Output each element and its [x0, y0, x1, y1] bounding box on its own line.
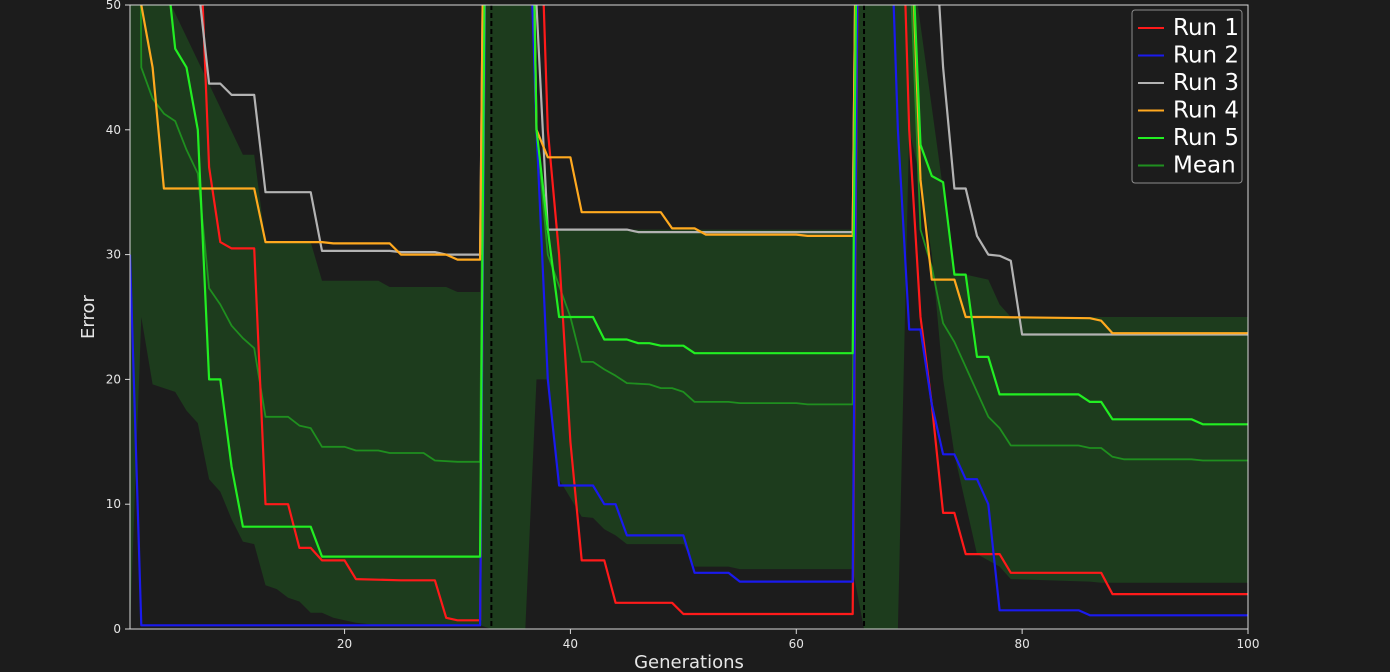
legend-label: Run 4 [1173, 98, 1239, 124]
y-tick-label: 0 [113, 622, 121, 636]
x-tick-label: 100 [1237, 637, 1260, 651]
phase-boundaries [490, 5, 866, 629]
series-line-mean [139, 5, 1248, 463]
axes: 20 40 60 80 100 0 10 20 30 40 50 [106, 0, 1260, 651]
legend-label: Run 5 [1173, 125, 1239, 151]
series-line-run-5 [169, 5, 1248, 558]
legend-box [1131, 9, 1243, 184]
y-tick-label: 50 [106, 0, 121, 12]
legend-label: Run 3 [1173, 70, 1239, 96]
x-tick-label: 80 [1015, 637, 1030, 651]
legend-label: Mean [1173, 153, 1236, 179]
series-line-run-4 [140, 5, 1248, 335]
x-axis-label: Generations [634, 652, 744, 672]
series-lines [130, 5, 1248, 627]
x-tick-label: 60 [789, 637, 804, 651]
y-tick-label: 40 [106, 123, 121, 137]
y-tick-label: 10 [106, 497, 121, 511]
std-band [130, 5, 1248, 629]
plot-frame [129, 4, 1249, 630]
y-axis-label: Error [78, 294, 99, 338]
series-line-run-1 [201, 5, 1248, 622]
y-tick-label: 30 [106, 248, 121, 262]
y-tick-label: 20 [106, 372, 121, 386]
x-tick-label: 40 [563, 637, 578, 651]
plot-area [130, 5, 1248, 629]
std-band-layer [130, 5, 1248, 629]
x-tick-label: 20 [337, 637, 352, 651]
series-line-run-2 [130, 5, 1248, 627]
series-line-run-3 [199, 5, 1248, 336]
legend-label: Run 2 [1173, 43, 1239, 69]
legend-label: Run 1 [1173, 15, 1239, 41]
